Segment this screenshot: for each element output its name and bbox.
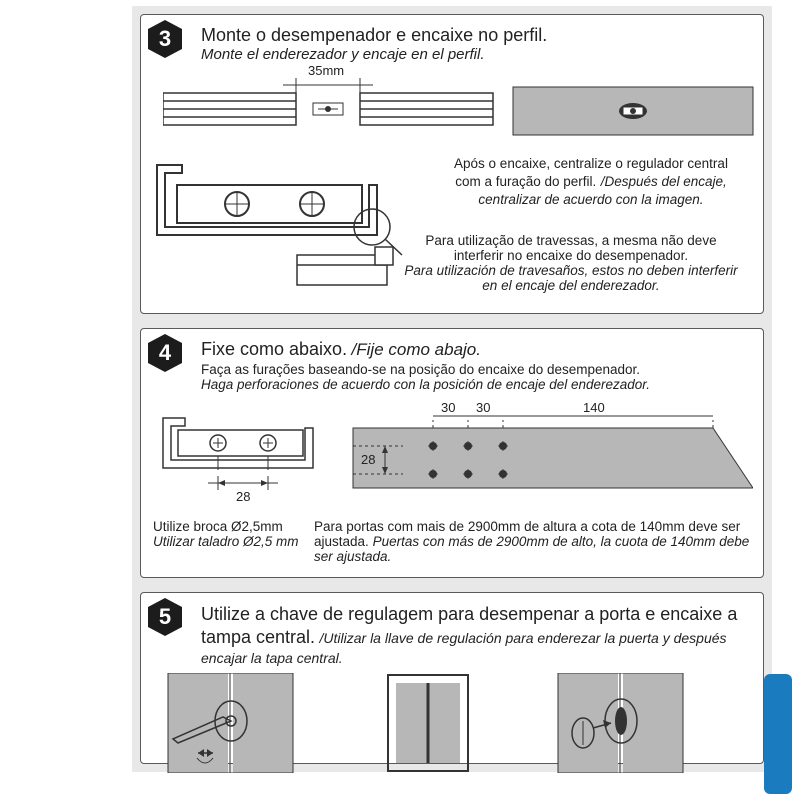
side-tab bbox=[764, 674, 792, 794]
step-4-number: 4 bbox=[159, 340, 171, 366]
dim-140: 140 bbox=[583, 400, 605, 415]
step-3-number: 3 bbox=[159, 26, 171, 52]
step-3-text2-es: Para utilización de travesaños, estos no… bbox=[401, 263, 741, 293]
step-3-title-pt: Monte o desempenador e encaixe no perfil… bbox=[201, 25, 751, 46]
step-3-badge: 3 bbox=[145, 19, 185, 59]
step-3-title-es: Monte el enderezador y encaje en el perf… bbox=[201, 46, 751, 63]
dim-28-left: 28 bbox=[236, 489, 250, 504]
step-4-title-es: /Fije como abajo. bbox=[352, 340, 481, 359]
step-4-badge: 4 bbox=[145, 333, 185, 373]
dim-30b: 30 bbox=[476, 400, 490, 415]
step-4-note-pt1: Utilize broca Ø2,5mm bbox=[153, 519, 308, 534]
step-4-note-es1: Utilizar taladro Ø2,5 mm bbox=[153, 534, 308, 549]
step-4-sub-es: Haga perforaciones de acuerdo con la pos… bbox=[201, 377, 751, 392]
step-3: 3 Monte o desempenador e encaixe no perf… bbox=[140, 14, 764, 314]
step-3-text2-pt: Para utilização de travessas, a mesma nã… bbox=[401, 233, 741, 263]
dim-30a: 30 bbox=[441, 400, 455, 415]
step-4-title-pt: Fixe como abaixo. bbox=[201, 339, 347, 359]
step-4-sub-pt: Faça as furações baseando-se na posição … bbox=[201, 362, 751, 377]
step-5-badge: 5 bbox=[145, 597, 185, 637]
step-4-note-es2: Puertas con más de 2900mm de alto, la cu… bbox=[314, 534, 749, 564]
step-4: 4 Fixe como abaixo. /Fije como abajo. Fa… bbox=[140, 328, 764, 578]
dim-28-right: 28 bbox=[361, 452, 375, 467]
step-5-number: 5 bbox=[159, 604, 171, 630]
instruction-sheet: 3 Monte o desempenador e encaixe no perf… bbox=[132, 6, 772, 772]
dim-35mm: 35mm bbox=[308, 63, 344, 78]
step-5: 5 Utilize a chave de regulagem para dese… bbox=[140, 592, 764, 764]
